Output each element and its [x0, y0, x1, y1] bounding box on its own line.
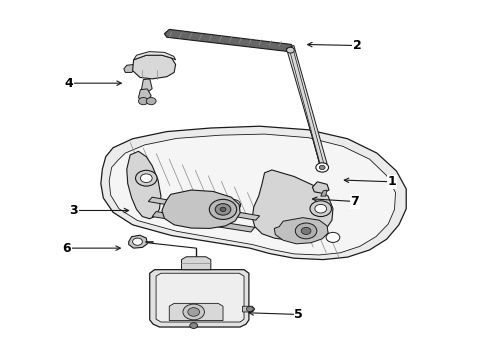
Circle shape: [188, 308, 199, 316]
Circle shape: [215, 204, 231, 215]
Polygon shape: [289, 46, 324, 166]
Polygon shape: [142, 79, 152, 91]
Polygon shape: [181, 257, 211, 270]
Polygon shape: [169, 303, 223, 320]
Text: 3: 3: [70, 204, 78, 217]
Polygon shape: [152, 212, 255, 232]
Polygon shape: [164, 30, 294, 51]
Circle shape: [136, 170, 157, 186]
Text: 2: 2: [353, 39, 362, 52]
Text: 7: 7: [350, 195, 359, 208]
Polygon shape: [274, 218, 328, 244]
Circle shape: [316, 163, 329, 172]
Circle shape: [183, 304, 204, 320]
Polygon shape: [148, 197, 260, 220]
Polygon shape: [321, 190, 327, 196]
Circle shape: [287, 47, 294, 53]
Polygon shape: [109, 134, 395, 255]
Polygon shape: [150, 270, 249, 327]
Circle shape: [319, 165, 325, 170]
Polygon shape: [243, 306, 255, 312]
Polygon shape: [156, 273, 244, 322]
Circle shape: [310, 201, 331, 217]
Circle shape: [326, 232, 340, 242]
Polygon shape: [127, 151, 161, 219]
Circle shape: [190, 323, 197, 328]
Circle shape: [139, 98, 148, 105]
Circle shape: [220, 207, 226, 212]
Circle shape: [295, 223, 317, 239]
Polygon shape: [124, 64, 135, 72]
Polygon shape: [134, 51, 175, 60]
Circle shape: [246, 307, 253, 312]
Polygon shape: [313, 182, 329, 193]
Text: 6: 6: [62, 242, 71, 255]
Text: 5: 5: [294, 308, 303, 321]
Text: 1: 1: [387, 175, 396, 188]
Polygon shape: [162, 190, 240, 228]
Polygon shape: [129, 235, 147, 248]
Circle shape: [209, 199, 237, 220]
Circle shape: [133, 238, 143, 245]
Circle shape: [225, 199, 241, 211]
Circle shape: [315, 204, 327, 213]
Polygon shape: [252, 170, 333, 240]
Polygon shape: [101, 126, 406, 260]
Polygon shape: [287, 45, 327, 166]
Polygon shape: [139, 89, 151, 100]
Circle shape: [301, 227, 311, 234]
Text: 4: 4: [65, 77, 74, 90]
Circle shape: [141, 174, 152, 183]
Circle shape: [147, 98, 156, 105]
Polygon shape: [133, 55, 175, 79]
